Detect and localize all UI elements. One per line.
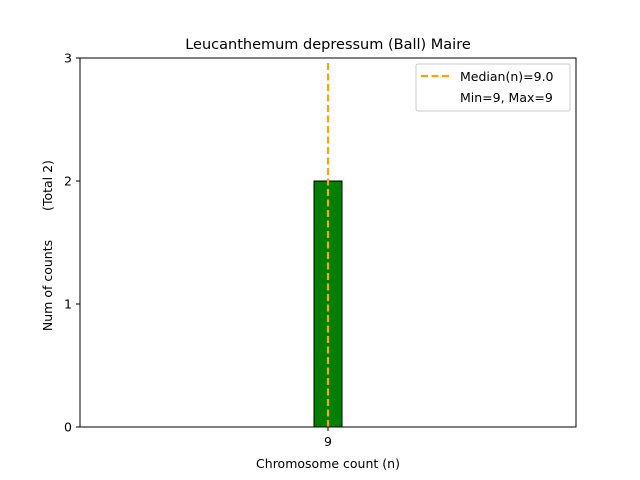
y-axis-ticks: 0 1 2 3 <box>64 51 80 435</box>
legend-median-label: Median(n)=9.0 <box>460 69 554 84</box>
x-axis-ticks: 9 <box>324 427 332 449</box>
plot-area <box>80 63 424 428</box>
legend: Median(n)=9.0 Min=9, Max=9 <box>415 63 571 112</box>
x-tick-label-9: 9 <box>324 434 332 449</box>
y-tick-label-0: 0 <box>64 420 72 435</box>
legend-box <box>415 63 571 112</box>
y-tick-label-3: 3 <box>64 51 72 66</box>
y-axis-total-label: (Total 2) <box>40 160 55 211</box>
y-axis-label: Num of counts <box>40 240 55 331</box>
legend-minmax-label: Min=9, Max=9 <box>460 90 553 105</box>
x-axis-label: Chromosome count (n) <box>256 456 400 471</box>
y-tick-label-1: 1 <box>64 297 72 312</box>
y-tick-label-2: 2 <box>64 174 72 189</box>
chart-title: Leucanthemum depressum (Ball) Maire <box>185 37 471 53</box>
